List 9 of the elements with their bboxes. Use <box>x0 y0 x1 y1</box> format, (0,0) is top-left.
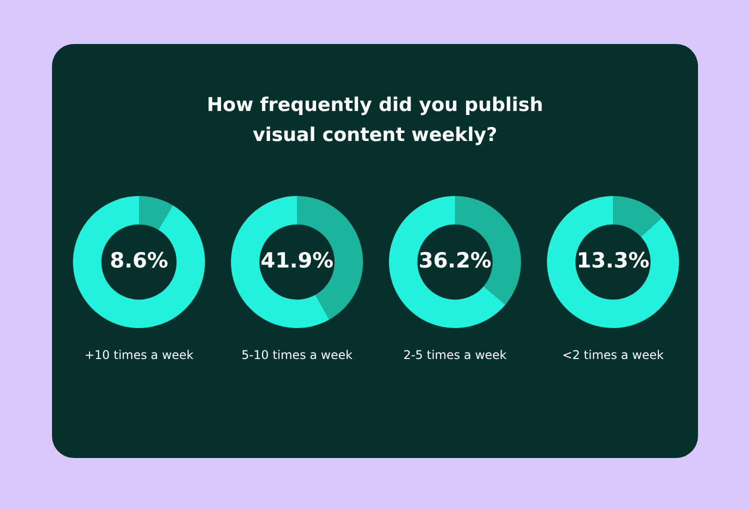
data-label: 13.3% <box>576 248 650 272</box>
text: How frequently did you publish visual content weekly? <box>206 93 544 148</box>
text: <2 times a week <box>561 348 665 362</box>
data-label: 8.6% <box>110 248 168 272</box>
text: +10 times a week <box>83 348 194 362</box>
data-label: 36.2% <box>418 248 492 272</box>
text: 5-10 times a week <box>240 348 354 362</box>
text: 2-5 times a week <box>402 348 508 362</box>
data-label: 41.9% <box>260 248 334 272</box>
